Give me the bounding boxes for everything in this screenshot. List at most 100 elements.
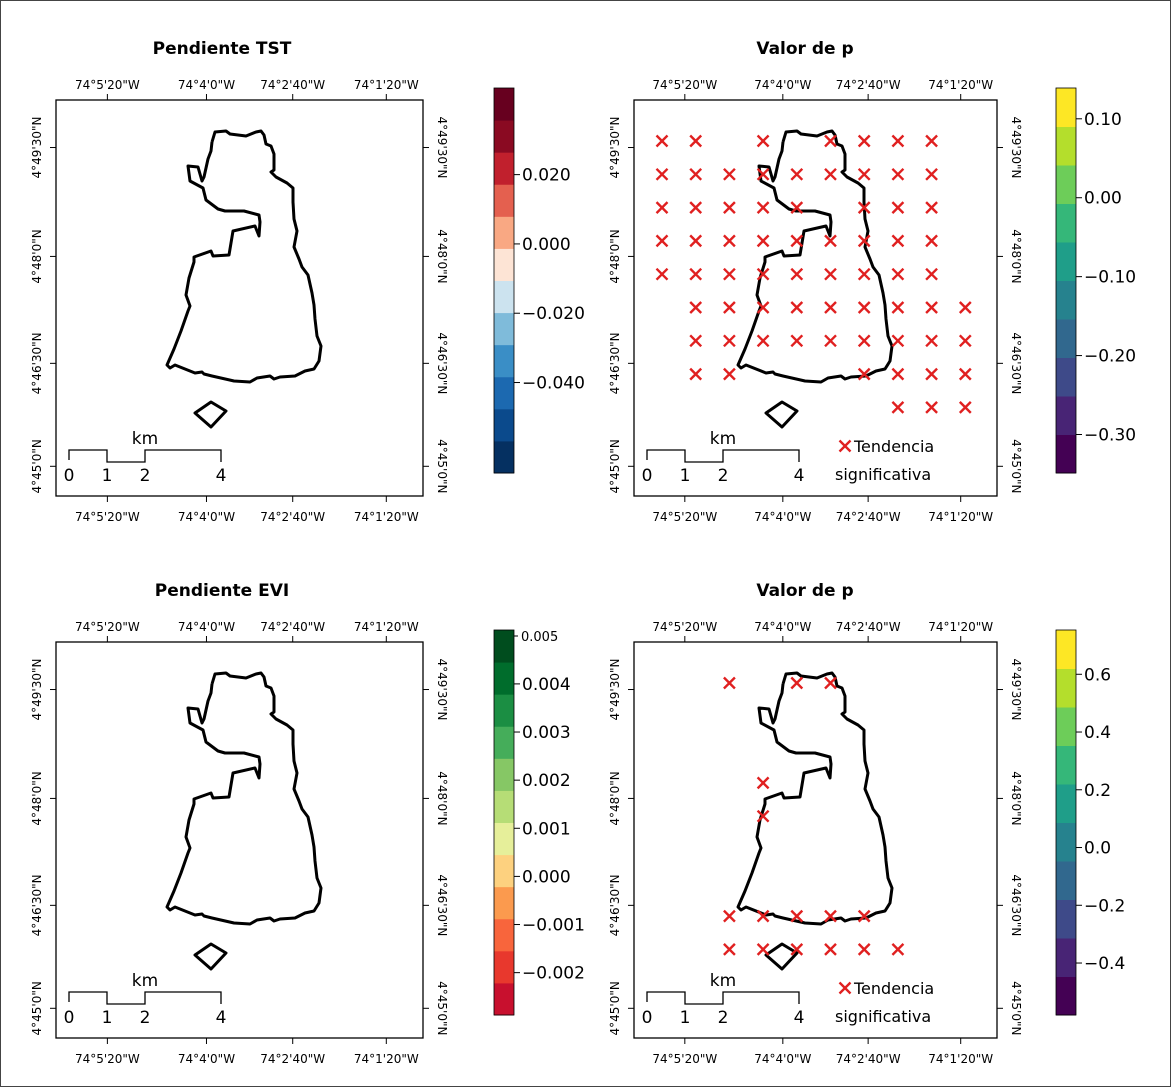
significance-marker	[925, 334, 938, 348]
lon-label-bottom: 74°2'40"W	[836, 510, 901, 524]
colorbar-frame	[493, 629, 515, 1016]
significance-marker	[723, 167, 736, 181]
colorbar-swatch	[494, 152, 514, 185]
significance-marker	[925, 301, 938, 314]
colorbar-swatch	[494, 758, 514, 791]
lat-label-left: 4°48'0"N	[608, 229, 622, 283]
colorbar-swatch	[1056, 280, 1076, 320]
significance-marker	[824, 943, 837, 956]
colorbar-swatch	[494, 216, 514, 249]
scale-bar: km 0 1 2 4	[64, 971, 227, 1028]
significance-marker	[756, 201, 770, 214]
lon-label-top: 74°5'20"W	[652, 78, 717, 92]
significance-marker	[891, 234, 905, 248]
colorbar-label: 0.00	[1084, 189, 1122, 209]
scale-tick-label: 0	[642, 466, 653, 486]
colorbar-label: 0.4	[1084, 723, 1111, 743]
colorbar-swatch	[494, 630, 514, 663]
significance-marker	[925, 267, 938, 281]
significance-marker	[891, 201, 905, 214]
panel-title: Pendiente EVI	[155, 581, 289, 601]
map-panel-3: Pendiente EVI 74°5'20"W 74°5'20"W 74°4'0"W 7…	[30, 581, 449, 1066]
colorbar-swatch	[1056, 126, 1076, 166]
enclave-boundary	[193, 942, 228, 971]
significance-marker	[958, 367, 972, 381]
significance-marker	[857, 267, 871, 281]
colorbar-swatch	[1056, 668, 1076, 708]
significance-marker	[891, 401, 905, 414]
colorbar-swatch	[1056, 861, 1076, 900]
significance-marker	[790, 267, 804, 281]
significance-marker	[790, 201, 804, 214]
enclave-boundary	[764, 400, 799, 429]
municipality-boundary	[736, 129, 894, 384]
scale-tick-label: 2	[718, 466, 729, 486]
lon-label-bottom: 74°2'40"W	[260, 510, 325, 524]
lon-label-bottom: 74°5'20"W	[652, 1052, 717, 1066]
significance-marker	[689, 234, 703, 248]
map-panel-4: Valor de p 74°5'20"W 74°5'20"W 74°4'0"W 74°4…	[608, 581, 1023, 1066]
lat-label-left: 4°45'0"N	[608, 981, 622, 1035]
colorbar-label: 0.003	[522, 723, 571, 743]
significance-legend: Tendencia significativa	[835, 979, 934, 1026]
significance-marker	[857, 167, 871, 181]
map-panel-2: Valor de p 74°5'20"W 74°5'20"W 74°4'0"W 74°4…	[608, 39, 1023, 524]
lon-label-bottom: 74°1'20"W	[928, 510, 993, 524]
colorbar-swatch	[494, 280, 514, 314]
lat-label-left: 4°49'30"N	[30, 117, 44, 179]
colorbar-label: 0.6	[1084, 665, 1111, 685]
colorbar-label: 0.002	[522, 771, 571, 791]
lon-label-bottom: 74°5'20"W	[75, 1052, 140, 1066]
colorbar-1: 0.020 0.000 −0.020 −0.040	[493, 87, 585, 474]
significance-marker	[790, 334, 804, 348]
significance-marker	[723, 267, 736, 281]
significance-marker	[723, 676, 736, 690]
lat-label-right: 4°48'0"N	[435, 229, 449, 283]
significance-marker	[723, 334, 736, 348]
significance-marker	[689, 367, 703, 381]
colorbar-2: 0.10 0.00 −0.10 −0.20 −0.30	[1055, 87, 1136, 474]
scale-bar: km 0 1 2 4	[64, 429, 227, 486]
colorbar-4: 0.6 0.4 0.2 0.0 −0.2 −0.4	[1055, 629, 1125, 1016]
colorbar-swatch	[1056, 242, 1076, 281]
scale-bar-line	[646, 991, 800, 1005]
colorbar-swatch	[494, 248, 514, 281]
lon-label-top: 74°1'20"W	[354, 620, 419, 634]
scale-bar-line	[646, 449, 800, 463]
map-panel-1: Pendiente TST 74°5'20"W 74°5'20"W 74°4'0"W 7…	[30, 39, 449, 524]
significance-marker	[925, 401, 938, 414]
significance-marker	[958, 401, 972, 414]
significance-marker	[857, 909, 871, 923]
significance-marker	[790, 301, 804, 314]
significance-marker	[689, 167, 703, 181]
lat-label-right: 4°45'0"N	[1009, 981, 1023, 1035]
colorbar-swatch	[1056, 745, 1076, 785]
significance-marker	[824, 267, 837, 281]
lon-label-top: 74°5'20"W	[75, 78, 140, 92]
significance-marker	[790, 234, 804, 248]
scale-unit: km	[132, 971, 158, 991]
municipality-boundary	[165, 671, 323, 926]
significance-marker	[689, 301, 703, 314]
significance-marker	[723, 234, 736, 248]
significance-marker	[790, 167, 804, 181]
significance-marker	[891, 943, 905, 956]
map-frame	[55, 641, 424, 1039]
significance-marker	[689, 334, 703, 348]
colorbar-swatch	[494, 440, 514, 474]
lon-label-top: 74°5'20"W	[652, 620, 717, 634]
lon-label-bottom: 74°2'40"W	[260, 1052, 325, 1066]
colorbar-label: −0.002	[522, 964, 585, 984]
scale-tick-label: 4	[794, 1008, 805, 1028]
scale-tick-label: 1	[102, 466, 113, 486]
colorbar-label: 0.10	[1084, 110, 1122, 130]
lat-label-right: 4°45'0"N	[1009, 439, 1023, 493]
colorbar-swatch	[494, 918, 514, 952]
significance-marker	[857, 234, 871, 248]
colorbar-swatch	[1056, 707, 1076, 746]
significance-marker	[958, 334, 972, 348]
legend-label: Tendencia	[853, 979, 934, 998]
scale-tick-label: 2	[140, 466, 151, 486]
lon-label-top: 74°1'20"W	[928, 620, 993, 634]
significance-marker	[655, 134, 669, 148]
